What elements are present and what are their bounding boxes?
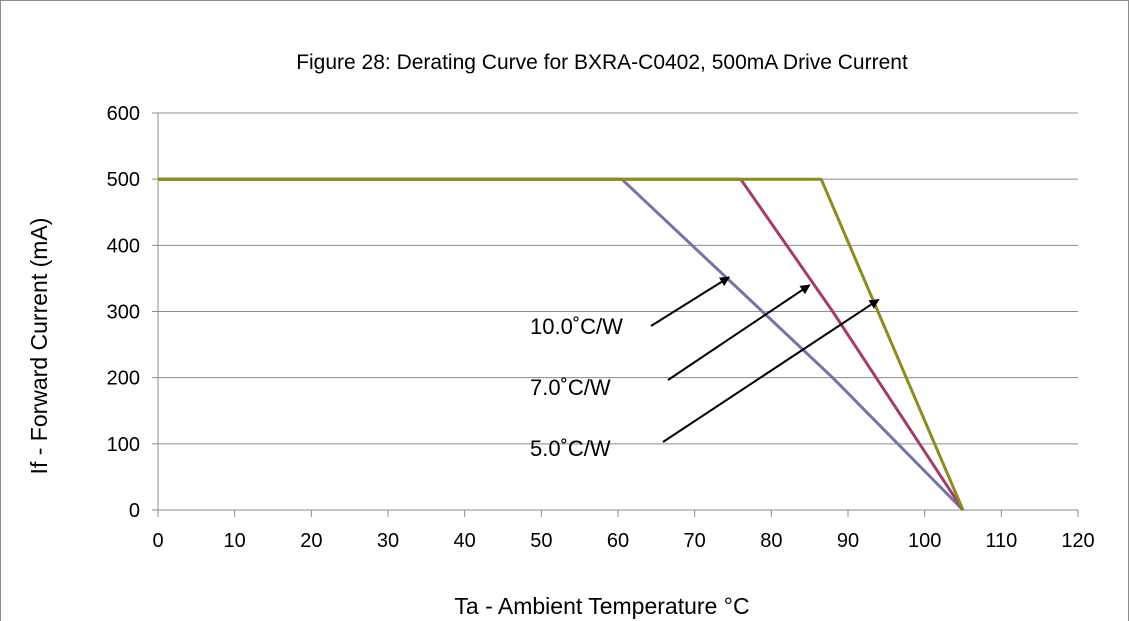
x-tick-label: 0 xyxy=(152,530,163,552)
y-tick-label: 300 xyxy=(107,302,140,324)
x-axis-label: Ta - Ambient Temperature °C xyxy=(454,593,749,619)
x-tick-label: 60 xyxy=(607,530,629,552)
annotation-arrow xyxy=(662,298,880,443)
annotation-arrow xyxy=(667,284,811,381)
x-tick-label: 90 xyxy=(837,530,859,552)
y-axis-label: If - Forward Current (mA) xyxy=(26,218,52,475)
annotation-label: 5.0˚C/W xyxy=(530,436,611,461)
x-tick-label: 50 xyxy=(530,530,552,552)
x-tick-label: 120 xyxy=(1061,530,1094,552)
series-line-3 xyxy=(158,177,965,511)
annotation-label: 10.0˚C/W xyxy=(530,314,623,339)
annotation-label: 7.0˚C/W xyxy=(530,375,611,400)
x-tick-label: 80 xyxy=(760,530,782,552)
y-tick-label: 600 xyxy=(107,103,140,125)
x-tick-label: 20 xyxy=(300,530,322,552)
x-tick-label: 100 xyxy=(908,530,941,552)
x-tick-label: 30 xyxy=(377,530,399,552)
y-tick-label: 100 xyxy=(107,434,140,456)
x-tick-label: 10 xyxy=(224,530,246,552)
y-tick-labels: 0 100 200 300 400 500 600 xyxy=(107,103,140,522)
chart-title: Figure 28: Derating Curve for BXRA-C0402… xyxy=(296,51,908,74)
x-tick-label: 40 xyxy=(454,530,476,552)
annotation-arrow xyxy=(650,276,731,327)
annotations: 10.0˚C/W 7.0˚C/W 5.0˚C/W xyxy=(530,276,880,461)
x-tick-label: 110 xyxy=(985,530,1017,552)
x-tick-labels: 0 10 20 30 40 50 60 70 80 90 100 110 120 xyxy=(152,530,1094,552)
y-tick-label: 400 xyxy=(107,235,140,257)
x-tick-label: 70 xyxy=(684,530,706,552)
y-tick-label: 0 xyxy=(129,500,140,522)
y-tick-label: 200 xyxy=(107,368,140,390)
y-tick-label: 500 xyxy=(107,169,140,191)
